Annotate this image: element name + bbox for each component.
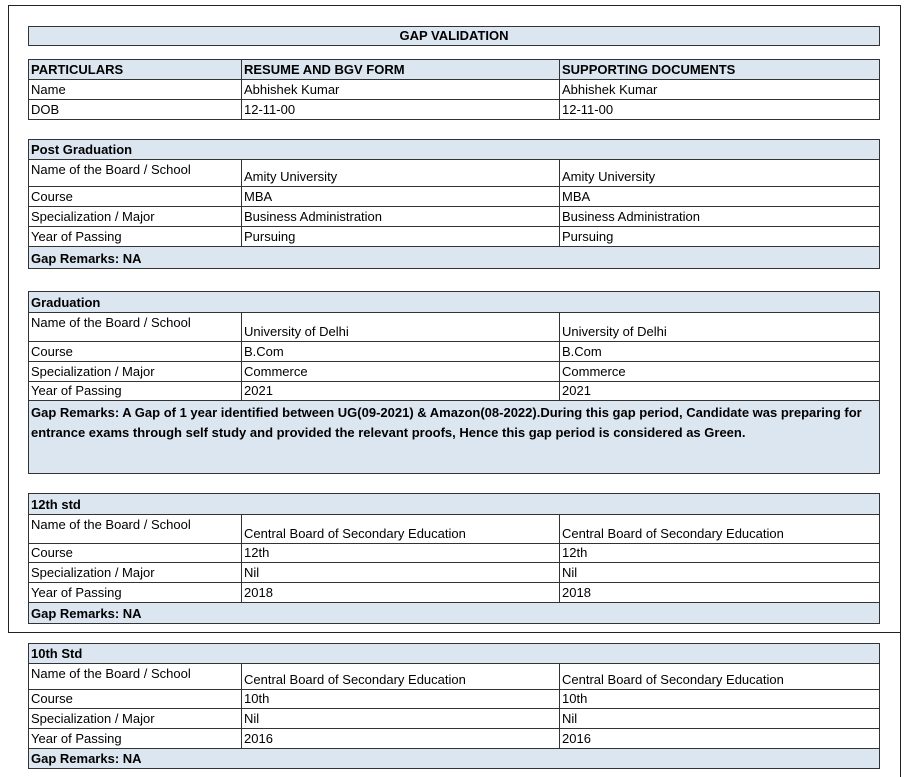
column-header: PARTICULARS bbox=[28, 59, 242, 80]
cell: Course bbox=[28, 186, 242, 207]
cell: Specialization / Major bbox=[28, 708, 242, 729]
cell: Business Administration bbox=[559, 206, 880, 227]
section-heading: 10th Std bbox=[28, 643, 880, 664]
frame-left bbox=[8, 5, 9, 632]
cell: Specialization / Major bbox=[28, 361, 242, 382]
cell: Nil bbox=[241, 708, 560, 729]
cell: Abhishek Kumar bbox=[241, 79, 560, 100]
gap-remarks: Gap Remarks: NA bbox=[28, 246, 880, 269]
cell: Amity University bbox=[241, 159, 560, 187]
cell: Course bbox=[28, 689, 242, 709]
cell: MBA bbox=[241, 186, 560, 207]
cell: Central Board of Secondary Education bbox=[559, 514, 880, 544]
cell: Year of Passing bbox=[28, 582, 242, 603]
cell: Course bbox=[28, 543, 242, 563]
frame-top bbox=[8, 5, 901, 6]
cell: Nil bbox=[559, 708, 880, 729]
cell: Central Board of Secondary Education bbox=[241, 514, 560, 544]
cell: University of Delhi bbox=[559, 312, 880, 342]
cell: DOB bbox=[28, 99, 242, 120]
cell: 10th bbox=[241, 689, 560, 709]
cell: Year of Passing bbox=[28, 728, 242, 749]
cell: 2021 bbox=[241, 381, 560, 401]
cell: 2016 bbox=[559, 728, 880, 749]
cell: B.Com bbox=[241, 341, 560, 362]
column-header: SUPPORTING DOCUMENTS bbox=[559, 59, 880, 80]
cell: Central Board of Secondary Education bbox=[241, 663, 560, 690]
cell: Name bbox=[28, 79, 242, 100]
cell: Amity University bbox=[559, 159, 880, 187]
section-heading: Graduation bbox=[28, 291, 880, 313]
cell: Nil bbox=[241, 562, 560, 583]
column-header: RESUME AND BGV FORM bbox=[241, 59, 560, 80]
section-heading: 12th std bbox=[28, 493, 880, 515]
cell: Business Administration bbox=[241, 206, 560, 227]
cell: Name of the Board / School bbox=[28, 159, 242, 187]
cell: Specialization / Major bbox=[28, 206, 242, 227]
cell: Name of the Board / School bbox=[28, 312, 242, 342]
frame-right bbox=[900, 5, 901, 777]
cell: 2018 bbox=[559, 582, 880, 603]
sheet-title: GAP VALIDATION bbox=[28, 26, 880, 46]
gap-remarks: Gap Remarks: A Gap of 1 year identified … bbox=[28, 400, 880, 474]
cell: 2016 bbox=[241, 728, 560, 749]
cell: Course bbox=[28, 341, 242, 362]
cell: Pursuing bbox=[241, 226, 560, 247]
cell: 2021 bbox=[559, 381, 880, 401]
frame-divider bbox=[8, 632, 901, 633]
cell: 12-11-00 bbox=[559, 99, 880, 120]
cell: MBA bbox=[559, 186, 880, 207]
cell: University of Delhi bbox=[241, 312, 560, 342]
cell: Name of the Board / School bbox=[28, 663, 242, 690]
cell: Commerce bbox=[559, 361, 880, 382]
cell: B.Com bbox=[559, 341, 880, 362]
section-heading: Post Graduation bbox=[28, 139, 880, 160]
cell: 2018 bbox=[241, 582, 560, 603]
gap-remarks: Gap Remarks: NA bbox=[28, 602, 880, 624]
cell: Year of Passing bbox=[28, 381, 242, 401]
cell: 12th bbox=[559, 543, 880, 563]
cell: Central Board of Secondary Education bbox=[559, 663, 880, 690]
cell: 12-11-00 bbox=[241, 99, 560, 120]
gap-remarks: Gap Remarks: NA bbox=[28, 748, 880, 769]
cell: Pursuing bbox=[559, 226, 880, 247]
cell: Year of Passing bbox=[28, 226, 242, 247]
cell: Name of the Board / School bbox=[28, 514, 242, 544]
cell: 10th bbox=[559, 689, 880, 709]
cell: Abhishek Kumar bbox=[559, 79, 880, 100]
cell: 12th bbox=[241, 543, 560, 563]
cell: Specialization / Major bbox=[28, 562, 242, 583]
cell: Commerce bbox=[241, 361, 560, 382]
cell: Nil bbox=[559, 562, 880, 583]
